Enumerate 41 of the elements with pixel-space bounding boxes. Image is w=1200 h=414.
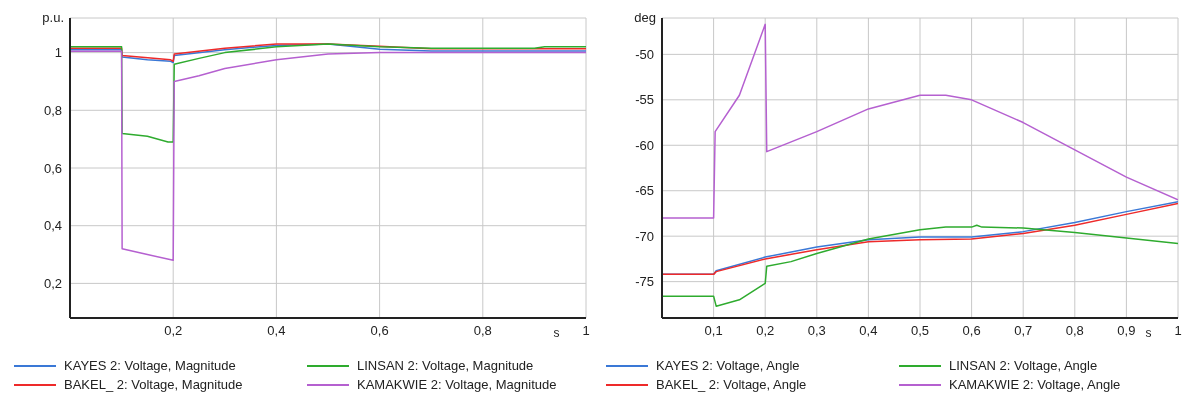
line-series <box>70 50 586 262</box>
x-tick-label: 1 <box>582 323 590 339</box>
x-tick-label: 0,2 <box>756 323 775 339</box>
x-tick-label: 0,1 <box>704 323 723 339</box>
x-tick-label: 0,9 <box>1117 323 1136 339</box>
legend-label: KAMAKWIE 2: Voltage, Angle <box>949 377 1121 392</box>
legend-label: LINSAN 2: Voltage, Magnitude <box>357 358 534 373</box>
y-tick-label: 0,8 <box>43 102 62 118</box>
x-tick-label: 0,6 <box>962 323 981 339</box>
legend-label: BAKEL_ 2: Voltage, Angle <box>656 377 807 392</box>
x-tick-label: 1 <box>1174 323 1182 339</box>
y-tick-label: -70 <box>635 228 654 244</box>
y-tick-label: -75 <box>635 274 654 290</box>
y-axis-title: p.u. <box>41 10 64 25</box>
y-tick-label: -65 <box>635 183 654 199</box>
x-tick-label: 0,5 <box>910 323 930 339</box>
legend-label: KAMAKWIE 2: Voltage, Magnitude <box>357 377 557 392</box>
line-series <box>662 23 1178 219</box>
y-tick-label: 0,4 <box>43 218 62 234</box>
line-series <box>662 224 1178 307</box>
x-tick-label: 0,7 <box>1014 323 1033 339</box>
legend-label: KAYES 2: Voltage, Magnitude <box>64 358 236 373</box>
y-tick-label: 1 <box>54 45 62 61</box>
y-tick-label: -50 <box>635 46 654 62</box>
x-tick-label: 0,4 <box>267 323 286 339</box>
y-tick-label: -55 <box>635 92 654 108</box>
x-tick-label: 0,4 <box>859 323 878 339</box>
legend-label: KAYES 2: Voltage, Angle <box>656 358 800 373</box>
x-tick-label: 0,3 <box>807 323 826 339</box>
x-tick-label: 0,8 <box>1065 323 1084 339</box>
legend-label: BAKEL_ 2: Voltage, Magnitude <box>64 377 243 392</box>
x-axis-title: s <box>1145 326 1152 340</box>
y-axis-title: deg <box>633 10 656 25</box>
y-tick-label: 0,6 <box>43 160 62 176</box>
x-tick-label: 0,2 <box>164 323 183 339</box>
x-axis-title: s <box>553 326 560 340</box>
y-tick-label: 0,2 <box>43 276 62 291</box>
legend-label: LINSAN 2: Voltage, Angle <box>949 358 1098 373</box>
x-tick-label: 0,8 <box>473 323 492 339</box>
y-tick-label: -60 <box>635 137 654 153</box>
x-tick-label: 0,6 <box>370 323 389 339</box>
